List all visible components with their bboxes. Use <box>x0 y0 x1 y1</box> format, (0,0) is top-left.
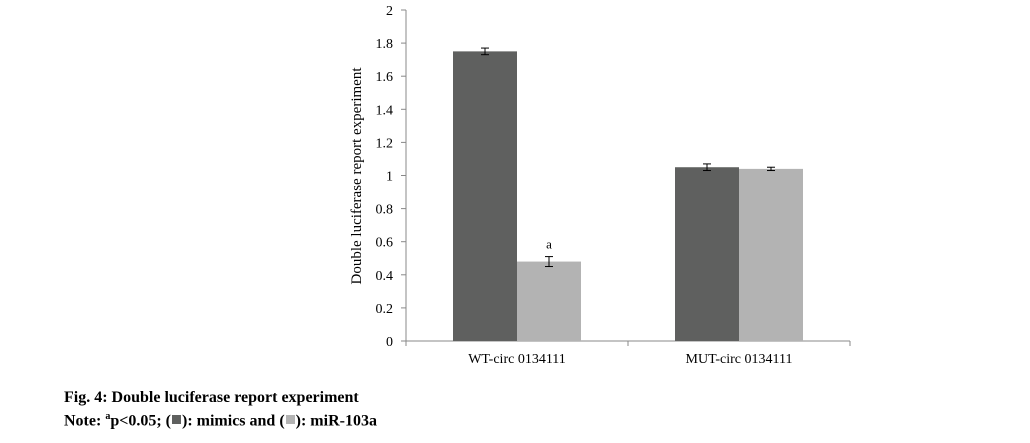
y-tick-label: 1.6 <box>376 70 394 85</box>
y-axis-title: Double luciferase report experiment <box>349 67 365 285</box>
note-superscript: a <box>105 411 111 422</box>
y-axis: 0 0.2 0.4 0.6 0.8 1 1.2 1.4 1.6 1.8 2 <box>376 4 407 350</box>
category-label: MUT-circ 0134111 <box>686 352 793 367</box>
mir-swatch <box>285 415 295 425</box>
note-prefix: Note: <box>64 412 106 430</box>
note-mimics-label: ): mimics and ( <box>181 412 285 430</box>
note-mir-label: ): miR-103a <box>295 412 377 430</box>
note-p-value: p<0.05; ( <box>110 412 171 430</box>
significance-annotation: a <box>546 237 552 252</box>
bar-chart: 0 0.2 0.4 0.6 0.8 1 1.2 1.4 1.6 1.8 2 WT-circ 0134… <box>349 4 851 367</box>
y-tick-label: 2 <box>386 4 393 19</box>
bar <box>675 167 739 341</box>
figure-note: Note: ap<0.05; ( ): mimics and ( ): miR-10… <box>64 411 377 430</box>
y-tick-label: 1.4 <box>376 103 394 118</box>
figure-title: Fig. 4: Double luciferase report experim… <box>64 389 359 406</box>
y-tick-label: 0.4 <box>376 269 394 284</box>
bar <box>517 261 581 341</box>
y-tick-label: 1.8 <box>376 37 394 52</box>
y-tick-label: 0 <box>386 335 393 350</box>
bar <box>453 51 517 341</box>
y-tick-label: 0.2 <box>376 302 394 317</box>
y-tick-label: 1 <box>386 170 393 185</box>
y-tick-label: 1.2 <box>376 136 394 151</box>
category-label: WT-circ 0134111 <box>468 352 566 367</box>
y-tick-label: 0.8 <box>376 203 394 218</box>
y-tick-label: 0.6 <box>376 236 394 251</box>
mimics-swatch <box>171 415 181 425</box>
bars: a <box>453 47 803 341</box>
bar <box>739 168 803 341</box>
x-axis: WT-circ 0134111 MUT-circ 0134111 <box>405 340 851 367</box>
